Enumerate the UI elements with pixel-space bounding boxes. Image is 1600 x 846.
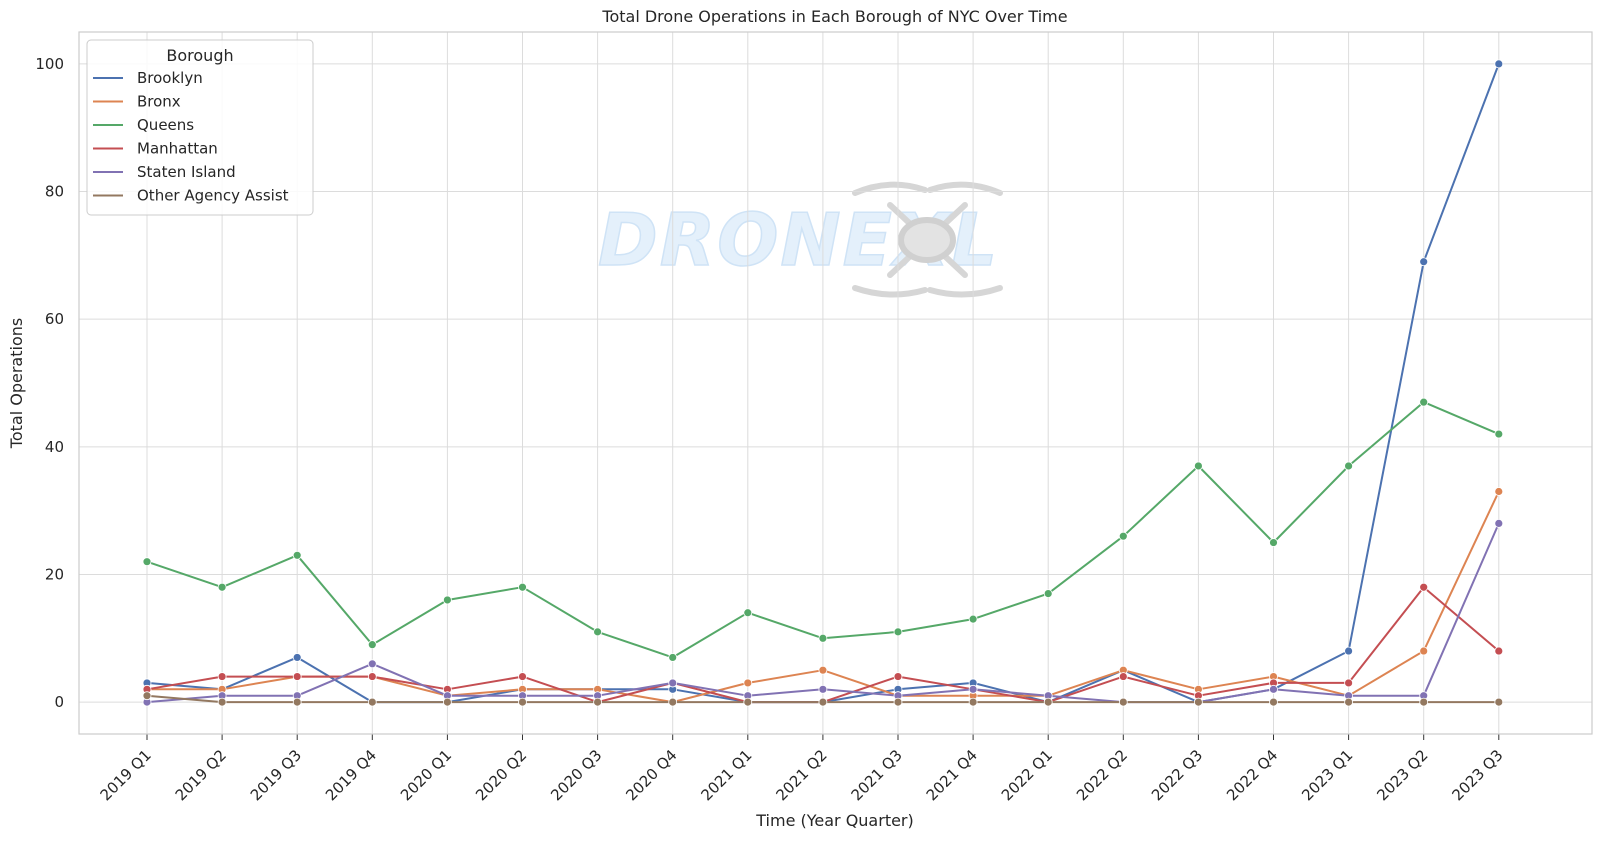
data-point <box>292 653 302 662</box>
data-point <box>968 697 978 707</box>
data-point <box>968 684 978 694</box>
data-point <box>818 697 828 707</box>
legend-entry: Manhattan <box>137 140 218 158</box>
y-tick-label: 0 <box>54 693 64 711</box>
data-point <box>1419 257 1429 267</box>
data-point <box>142 557 152 567</box>
data-point <box>442 697 452 707</box>
data-point <box>818 633 828 643</box>
data-point <box>1344 461 1353 471</box>
data-point <box>1043 589 1053 598</box>
data-point <box>1344 646 1353 656</box>
data-point <box>968 614 978 624</box>
data-point <box>1344 697 1353 707</box>
data-point <box>1419 697 1429 707</box>
data-point <box>292 672 302 681</box>
data-point <box>1494 646 1504 656</box>
data-point <box>1118 672 1128 681</box>
data-point <box>142 691 152 701</box>
data-point <box>292 697 302 707</box>
chart-title: Total Drone Operations in Each Borough o… <box>601 7 1067 26</box>
data-point <box>1118 531 1128 541</box>
data-point <box>743 697 753 707</box>
data-point <box>893 697 903 707</box>
data-point <box>743 608 753 618</box>
data-point <box>518 672 527 681</box>
data-point <box>1269 697 1278 707</box>
data-point <box>217 582 227 592</box>
data-point <box>893 627 903 637</box>
legend-entry: Queens <box>137 116 194 134</box>
legend-title: Borough <box>166 46 233 65</box>
data-point <box>292 550 302 560</box>
data-point <box>367 640 377 650</box>
data-point <box>518 582 527 592</box>
data-point <box>1344 678 1353 688</box>
legend: Borough Brooklyn Bronx Queens Manhattan Stat… <box>86 39 314 216</box>
y-axis-label: Total Operations <box>7 318 26 449</box>
data-point <box>1419 582 1429 592</box>
data-point <box>893 672 903 681</box>
data-point <box>1269 684 1278 694</box>
data-point <box>1419 397 1429 407</box>
data-point <box>367 697 377 707</box>
y-tick-label: 80 <box>45 183 64 201</box>
data-point <box>1494 519 1504 528</box>
data-point <box>1194 461 1203 471</box>
series-layer <box>142 59 1504 707</box>
data-point <box>217 697 227 707</box>
series-queens <box>142 397 1504 662</box>
data-point <box>1494 697 1504 707</box>
data-point <box>367 672 377 681</box>
data-point <box>818 665 828 675</box>
legend-entry: Staten Island <box>137 163 236 181</box>
data-point <box>1269 538 1278 547</box>
y-tick-label: 40 <box>45 438 64 456</box>
data-point <box>1419 646 1429 656</box>
series-other-agency-assist <box>142 691 1504 707</box>
data-point <box>743 678 753 688</box>
data-point <box>818 684 828 694</box>
data-point <box>367 659 377 669</box>
data-point <box>668 697 678 707</box>
data-point <box>668 653 678 662</box>
data-point <box>442 595 452 605</box>
y-tick-label: 100 <box>35 55 64 73</box>
data-point <box>593 627 602 637</box>
legend-entry: Other Agency Assist <box>137 187 289 205</box>
drone-icon <box>852 181 1003 298</box>
y-tick-labels: 0 20 40 60 80 100 <box>35 55 64 711</box>
legend-items: Brooklyn Bronx Queens Manhattan Staten Islan… <box>93 69 289 205</box>
legend-entry: Brooklyn <box>137 69 203 87</box>
data-point <box>1494 59 1504 69</box>
data-point <box>1194 697 1203 707</box>
data-point <box>1118 697 1128 707</box>
y-tick-label: 20 <box>45 565 64 583</box>
y-tick-label: 60 <box>45 310 64 328</box>
data-point <box>593 697 602 707</box>
data-point <box>668 678 678 688</box>
legend-entry: Bronx <box>137 93 181 111</box>
data-point <box>518 697 527 707</box>
data-point <box>1494 429 1504 439</box>
dronexl-watermark-logo: DRONEXL <box>597 181 1003 298</box>
data-point <box>1494 487 1504 496</box>
plot-frame <box>78 31 1593 735</box>
data-point <box>217 672 227 681</box>
x-axis-label: Time (Year Quarter) <box>755 811 914 830</box>
data-point <box>1043 697 1053 707</box>
legend-box <box>86 39 314 216</box>
